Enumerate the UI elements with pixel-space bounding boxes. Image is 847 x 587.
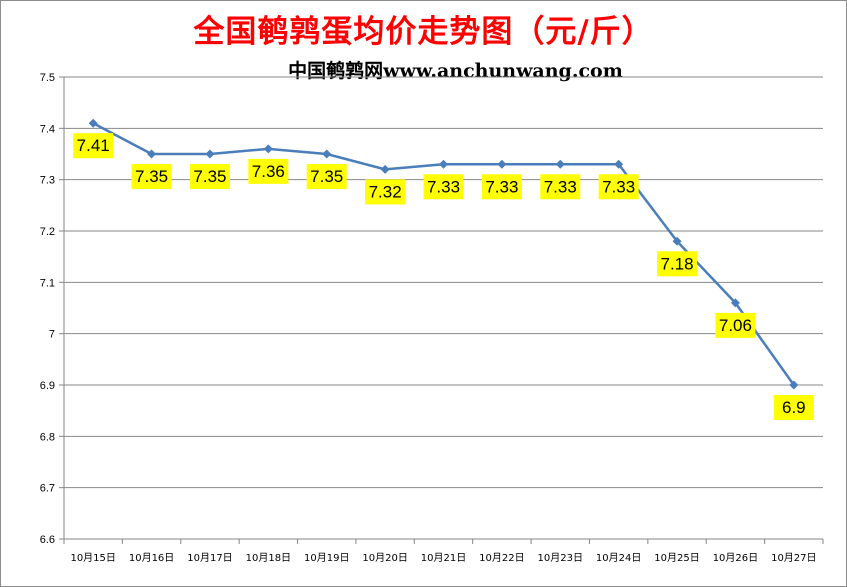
xtick-label: 10月24日: [596, 552, 641, 564]
data-label: 7.06: [719, 316, 752, 335]
data-label-box: [73, 133, 114, 159]
data-label: 7.33: [485, 177, 518, 196]
xtick-label: 10月19日: [304, 552, 349, 564]
data-point-marker: [497, 159, 507, 169]
xtick-label: 10月16日: [129, 552, 174, 564]
ytick-label: 7.4: [40, 123, 55, 135]
data-label: 7.35: [135, 167, 168, 186]
ytick-label: 7.3: [40, 175, 55, 187]
data-point-marker: [672, 236, 682, 246]
data-label-box: [481, 174, 522, 200]
data-point-marker: [555, 159, 565, 169]
data-label-box: [598, 174, 639, 200]
data-label: 7.41: [77, 136, 110, 155]
xtick-label: 10月17日: [187, 552, 232, 564]
ytick-label: 7.1: [40, 277, 55, 289]
data-point-marker: [614, 159, 624, 169]
data-label-box: [773, 395, 814, 420]
xtick-label: 10月22日: [479, 552, 524, 564]
data-label: 7.35: [310, 167, 343, 186]
data-label: 7.33: [544, 177, 577, 196]
ytick-label: 6.7: [40, 483, 55, 495]
data-label: 7.33: [602, 177, 635, 196]
xtick-label: 10月20日: [362, 552, 407, 564]
data-label-box: [365, 179, 406, 205]
data-point-marker: [263, 144, 273, 154]
data-label-box: [248, 158, 289, 184]
data-point-marker: [439, 159, 448, 169]
data-label-box: [189, 164, 230, 189]
ytick-label: 6.8: [40, 431, 55, 443]
data-point-marker: [88, 118, 98, 128]
ytick-label: 6.9: [40, 380, 55, 392]
data-label: 7.36: [252, 162, 285, 181]
data-label: 7.32: [369, 182, 402, 201]
data-label: 7.18: [660, 254, 693, 273]
data-label-box: [540, 174, 581, 200]
data-point-marker: [205, 149, 215, 159]
data-point-marker: [147, 149, 157, 159]
chart-title: 全国鹌鹑蛋均价走势图（元/斤）: [193, 14, 654, 50]
data-label: 7.35: [193, 167, 226, 186]
data-point-marker: [322, 149, 332, 159]
xtick-label: 10月21日: [421, 552, 466, 564]
ytick-label: 7.2: [40, 226, 55, 238]
data-point-marker: [730, 298, 740, 308]
xtick-label: 10月27日: [771, 552, 816, 564]
data-label: 6.9: [782, 398, 806, 417]
data-label-box: [131, 164, 172, 189]
xtick-label: 10月15日: [70, 552, 115, 564]
xtick-label: 10月23日: [538, 552, 583, 564]
data-label-box: [715, 312, 756, 338]
data-point-marker: [380, 164, 390, 174]
data-label: 7.33: [427, 177, 460, 196]
ytick-label: 7: [49, 329, 55, 341]
data-label-box: [306, 164, 347, 189]
xtick-label: 10月18日: [246, 552, 291, 564]
xtick-label: 10月26日: [713, 552, 758, 564]
ytick-label: 6.6: [40, 534, 55, 546]
data-label-box: [657, 251, 698, 277]
data-label-box: [423, 174, 464, 200]
ytick-label: 7.5: [40, 72, 55, 84]
xtick-label: 10月25日: [654, 552, 699, 564]
data-point-marker: [789, 380, 799, 390]
